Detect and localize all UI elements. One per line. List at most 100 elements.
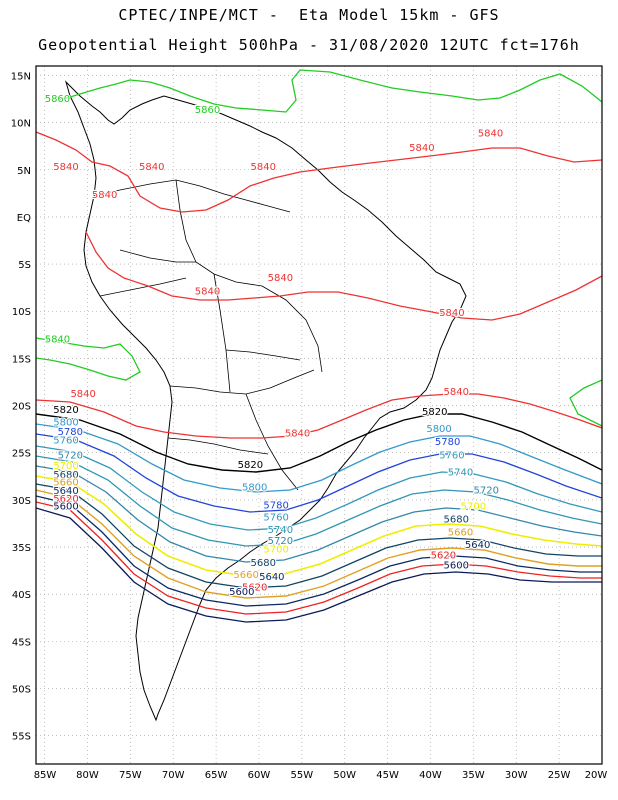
latitude-labels: 15N 10N 5N EQ 5S 10S 15S 20S 25S 30S 35S 40S 45S 50S 5… bbox=[11, 71, 31, 742]
contour-label: 5760 bbox=[439, 450, 464, 461]
contour-5680 bbox=[36, 483, 602, 589]
contour-label: 5840 bbox=[285, 429, 310, 440]
country-borders bbox=[93, 179, 323, 491]
contour-label: 5620 bbox=[53, 494, 78, 505]
contour-label: 5780 bbox=[58, 427, 83, 438]
contour-label: 5860 bbox=[45, 94, 70, 105]
contour-label: 5620 bbox=[242, 582, 267, 593]
contour-5700 bbox=[36, 475, 602, 577]
contour-5780 bbox=[36, 433, 602, 513]
lon-tick-label: 20W bbox=[585, 770, 608, 781]
lat-tick-label: EQ bbox=[17, 213, 31, 224]
lat-tick-label: 45S bbox=[12, 637, 31, 648]
lon-tick-label: 75W bbox=[119, 770, 142, 781]
contour-label: 5700 bbox=[461, 501, 486, 512]
contour-5620 bbox=[36, 501, 602, 615]
contour-label: 5620 bbox=[431, 550, 456, 561]
contour-label: 5840 bbox=[139, 162, 164, 173]
chart-title: CPTEC/INPE/MCT - Eta Model 15km - GFS bbox=[118, 6, 500, 24]
lat-tick-label: 5N bbox=[17, 166, 31, 177]
contour-5860-north bbox=[59, 69, 602, 113]
contour-label: 5780 bbox=[263, 500, 288, 511]
contour-label: 5800 bbox=[426, 424, 451, 435]
contour-label: 5800 bbox=[53, 417, 78, 428]
contour-label: 5840 bbox=[443, 387, 468, 398]
contour-label: 5680 bbox=[53, 470, 78, 481]
contour-label: 5780 bbox=[435, 437, 460, 448]
lat-tick-label: 50S bbox=[12, 685, 31, 696]
contour-label: 5720 bbox=[474, 485, 499, 496]
contour-5840-north bbox=[36, 131, 602, 213]
lon-tick-label: 65W bbox=[205, 770, 228, 781]
contour-labels: 5860 5860 5840 5840 5840 5840 5840 5840 5840 5840… bbox=[44, 93, 505, 600]
lon-tick-label: 85W bbox=[34, 770, 57, 781]
contour-5860-west bbox=[36, 337, 141, 381]
lon-tick-label: 35W bbox=[462, 770, 485, 781]
contour-5820 bbox=[36, 413, 602, 473]
contour-5800 bbox=[36, 423, 602, 493]
contour-5840-mid bbox=[85, 231, 602, 321]
contour-label: 5820 bbox=[53, 405, 78, 416]
lat-tick-label: 35S bbox=[12, 543, 31, 554]
contour-label: 5840 bbox=[195, 286, 220, 297]
contour-label: 5840 bbox=[251, 162, 276, 173]
lat-tick-label: 25S bbox=[12, 449, 31, 460]
contour-label: 5820 bbox=[422, 407, 447, 418]
contour-label: 5600 bbox=[443, 561, 468, 572]
contour-label: 5680 bbox=[443, 515, 468, 526]
contour-label: 5800 bbox=[242, 482, 267, 493]
contour-label: 5660 bbox=[53, 478, 78, 489]
lat-tick-label: 15S bbox=[12, 354, 31, 365]
contour-label: 5840 bbox=[45, 334, 70, 345]
coastline bbox=[64, 80, 467, 722]
contour-5840-south bbox=[36, 393, 602, 439]
lon-tick-label: 80W bbox=[76, 770, 99, 781]
lon-tick-label: 60W bbox=[248, 770, 271, 781]
lat-tick-label: 5S bbox=[18, 260, 31, 271]
contour-label: 5600 bbox=[53, 501, 78, 512]
contour-label: 5680 bbox=[251, 558, 276, 569]
lat-tick-label: 20S bbox=[12, 402, 31, 413]
contour-label: 5740 bbox=[448, 467, 473, 478]
lon-tick-label: 25W bbox=[548, 770, 571, 781]
contour-label: 5640 bbox=[465, 540, 490, 551]
map-frame bbox=[35, 65, 603, 765]
contour-label: 5700 bbox=[53, 461, 78, 472]
contour-label: 5640 bbox=[53, 486, 78, 497]
contour-label: 5840 bbox=[439, 308, 464, 319]
contour-label: 5720 bbox=[58, 450, 83, 461]
contour-5660 bbox=[36, 489, 602, 599]
contour-label: 5640 bbox=[259, 572, 284, 583]
contour-5720 bbox=[36, 465, 602, 563]
contour-label: 5760 bbox=[53, 435, 78, 446]
lon-tick-label: 50W bbox=[333, 770, 356, 781]
lat-tick-label: 10N bbox=[11, 119, 31, 130]
contour-label: 5600 bbox=[229, 587, 254, 598]
longitude-labels: 85W 80W 75W 70W 65W 60W 55W 50W 45W 40W 35W 30W 25W 2… bbox=[34, 770, 608, 781]
contour-label: 5660 bbox=[233, 570, 258, 581]
lon-tick-label: 45W bbox=[376, 770, 399, 781]
contour-5860-east bbox=[569, 379, 602, 427]
contour-label: 5840 bbox=[92, 190, 117, 201]
contour-5740 bbox=[36, 455, 602, 547]
lon-tick-label: 70W bbox=[162, 770, 185, 781]
lat-tick-label: 55S bbox=[12, 732, 31, 743]
contour-5640 bbox=[36, 495, 602, 607]
contour-label: 5840 bbox=[70, 389, 95, 400]
contour-label: 5720 bbox=[268, 536, 293, 547]
map-layers: 5860 5860 5840 5840 5840 5840 5840 5840 5840 5840… bbox=[36, 69, 602, 722]
lon-tick-label: 40W bbox=[419, 770, 442, 781]
contour-label: 5860 bbox=[195, 105, 220, 116]
contour-label: 5820 bbox=[238, 460, 263, 471]
chart-subtitle: Geopotential Height 500hPa - 31/08/2020 … bbox=[38, 36, 580, 54]
lat-tick-label: 10S bbox=[12, 307, 31, 318]
lon-tick-label: 30W bbox=[505, 770, 528, 781]
contour-label: 5840 bbox=[409, 143, 434, 154]
contour-label: 5760 bbox=[263, 513, 288, 524]
contour-label: 5700 bbox=[263, 545, 288, 556]
contour-label: 5840 bbox=[268, 273, 293, 284]
contour-label: 5740 bbox=[268, 525, 293, 536]
lon-tick-label: 55W bbox=[291, 770, 314, 781]
contour-5760 bbox=[36, 445, 602, 531]
contour-label: 5660 bbox=[448, 528, 473, 539]
